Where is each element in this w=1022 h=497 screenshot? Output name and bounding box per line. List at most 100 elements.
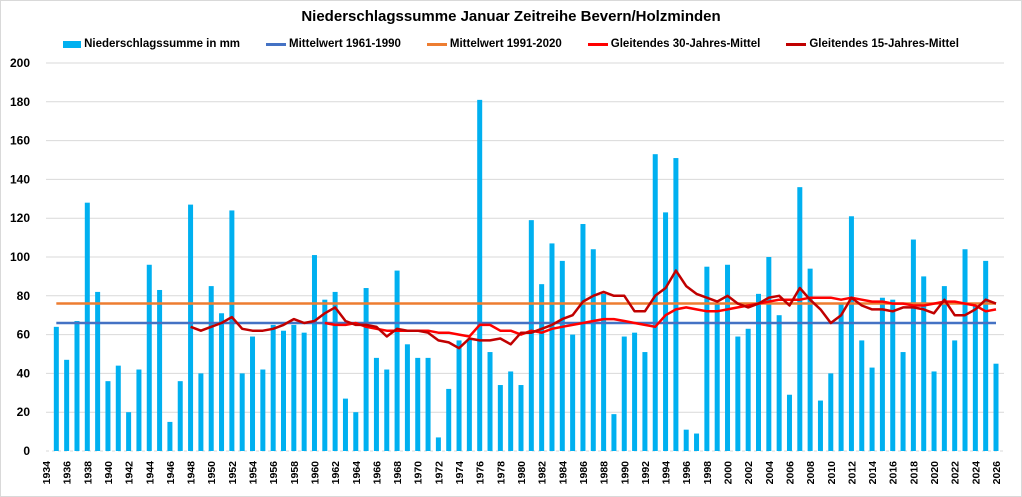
bar-1986 xyxy=(580,224,586,451)
legend-swatch-mean-1961-1990 xyxy=(266,42,287,46)
bar-2013 xyxy=(859,340,865,451)
bar-2016 xyxy=(890,299,896,451)
legend-item-bars: Niederschlagssumme in mm xyxy=(63,38,240,50)
bar-1974 xyxy=(456,340,462,451)
legend-item-moving-15: Gleitendes 15-Jahres-Mittel xyxy=(786,38,959,50)
x-tick-label: 1960 xyxy=(309,461,321,485)
x-tick-label: 2020 xyxy=(929,461,941,485)
bar-1979 xyxy=(508,371,514,451)
bar-2024 xyxy=(972,305,978,451)
bar-1953 xyxy=(239,373,245,451)
bar-1975 xyxy=(466,338,472,451)
bar-2015 xyxy=(879,297,885,451)
x-tick-label: 1944 xyxy=(144,461,156,485)
bar-1959 xyxy=(301,332,307,451)
bar-1942 xyxy=(126,412,132,451)
bar-1996 xyxy=(683,429,689,451)
x-tick-label: 1994 xyxy=(661,461,673,485)
legend-label-moving-30: Gleitendes 30-Jahres-Mittel xyxy=(610,38,761,50)
legend-swatch-moving-15 xyxy=(786,42,807,46)
bar-1963 xyxy=(342,398,348,451)
bar-2002 xyxy=(745,328,751,451)
bar-1940 xyxy=(105,381,111,451)
x-tick-label: 1976 xyxy=(475,461,487,485)
line-moving-30 xyxy=(324,296,997,338)
x-tick-label: 1938 xyxy=(82,461,94,485)
bar-1941 xyxy=(115,365,121,451)
bar-2020 xyxy=(931,371,937,451)
bar-1946 xyxy=(167,421,173,451)
bar-1972 xyxy=(435,437,441,451)
bar-1955 xyxy=(260,369,266,451)
y-tick-label: 60 xyxy=(17,328,31,342)
bar-1969 xyxy=(404,344,410,451)
x-tick-label: 2002 xyxy=(743,461,755,485)
bar-2023 xyxy=(962,249,968,451)
bar-1956 xyxy=(270,324,276,451)
legend-label-moving-15: Gleitendes 15-Jahres-Mittel xyxy=(809,38,959,50)
chart-legend: Niederschlagssumme in mm Mittelwert 1961… xyxy=(0,38,1022,50)
bar-1957 xyxy=(281,330,286,451)
line-moving-15 xyxy=(190,269,997,350)
bar-1954 xyxy=(250,336,256,451)
bar-1970 xyxy=(415,357,421,451)
x-tick-label: 2022 xyxy=(950,461,962,485)
bar-1960 xyxy=(311,255,317,451)
mean-lines xyxy=(56,302,996,325)
bar-1987 xyxy=(590,249,596,451)
bar-1944 xyxy=(146,264,152,451)
x-tick-label: 1968 xyxy=(392,461,404,485)
x-tick-label: 1998 xyxy=(702,461,714,485)
bar-2017 xyxy=(900,352,906,451)
y-tick-label: 140 xyxy=(10,172,30,186)
x-tick-label: 1974 xyxy=(454,461,466,485)
y-tick-label: 40 xyxy=(17,366,31,380)
y-tick-label: 20 xyxy=(17,405,31,419)
bar-1985 xyxy=(570,334,576,451)
bar-2014 xyxy=(869,367,875,451)
bar-1989 xyxy=(611,414,617,451)
bar-1994 xyxy=(663,212,669,451)
bar-2007 xyxy=(797,187,803,451)
bar-1951 xyxy=(219,313,225,451)
x-tick-label: 1990 xyxy=(619,461,631,485)
y-axis-ticks: 0 20 40 60 80 100 120 140 160 180 200 xyxy=(10,56,30,458)
bar-1971 xyxy=(425,357,431,451)
bar-1958 xyxy=(291,324,297,451)
bar-1984 xyxy=(559,260,565,451)
legend-swatch-bars xyxy=(63,40,82,48)
bar-2018 xyxy=(910,239,916,451)
bar-1991 xyxy=(632,332,638,451)
bar-1964 xyxy=(353,412,359,451)
x-tick-label: 1946 xyxy=(165,461,177,485)
bar-1945 xyxy=(157,289,163,451)
x-tick-label: 1962 xyxy=(330,461,342,485)
x-tick-label: 1984 xyxy=(557,461,569,485)
bar-1936 xyxy=(64,359,70,451)
x-tick-label: 1942 xyxy=(124,461,136,485)
legend-label-mean-1991-2020: Mittelwert 1991-2020 xyxy=(449,38,562,50)
legend-swatch-mean-1991-2020 xyxy=(426,42,447,46)
bar-1938 xyxy=(84,202,90,451)
bar-1943 xyxy=(136,369,142,451)
x-tick-label: 2014 xyxy=(867,461,879,485)
y-tick-label: 200 xyxy=(10,56,30,70)
chart-title: Niederschlagssumme Januar Zeitreihe Beve… xyxy=(301,8,721,25)
bar-1935 xyxy=(53,326,59,451)
bar-2021 xyxy=(941,286,947,451)
x-tick-label: 1992 xyxy=(640,461,652,485)
bar-2009 xyxy=(817,400,823,451)
bar-2010 xyxy=(828,373,834,451)
bar-1976 xyxy=(477,99,483,452)
x-tick-label: 1978 xyxy=(495,461,507,485)
x-tick-label: 2026 xyxy=(991,461,1003,485)
x-tick-label: 1966 xyxy=(371,461,383,485)
y-tick-label: 100 xyxy=(10,250,30,264)
bar-1997 xyxy=(694,433,700,451)
x-tick-label: 2018 xyxy=(908,461,920,485)
x-tick-label: 2016 xyxy=(888,461,900,485)
bar-2019 xyxy=(921,276,927,451)
bar-2012 xyxy=(848,216,854,451)
bar-1952 xyxy=(229,210,235,451)
bar-1988 xyxy=(601,293,607,451)
